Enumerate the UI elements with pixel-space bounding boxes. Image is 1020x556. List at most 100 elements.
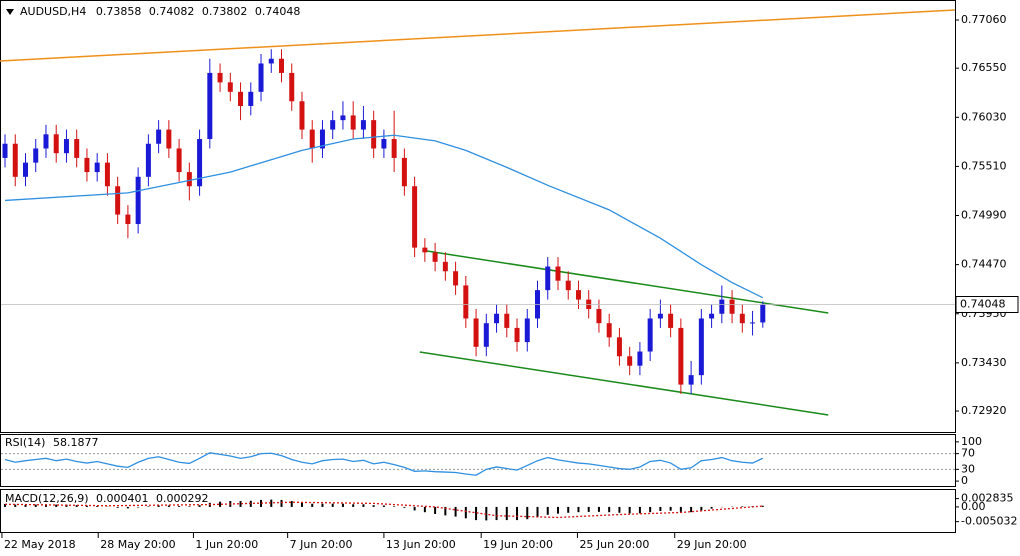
close: 0.74048 (255, 5, 301, 18)
candle-body (63, 139, 69, 154)
x-tick-label: 25 Jun 20:00 (579, 538, 649, 551)
candle-body (258, 63, 264, 92)
candle-body (371, 120, 377, 149)
candle-body (115, 186, 121, 215)
candle-body (729, 299, 735, 314)
candle-body (575, 290, 581, 300)
candle-body (166, 129, 172, 149)
low: 0.73802 (202, 5, 248, 18)
candle-body (596, 309, 602, 324)
candle-body (616, 337, 622, 357)
rsi-title: RSI(14) (5, 436, 45, 449)
candle-body (12, 143, 18, 177)
macd-pane (0, 489, 956, 533)
candle-body (432, 252, 438, 262)
candle-body (84, 157, 90, 173)
candle-body (299, 101, 305, 130)
x-tick-label: 1 Jun 20:00 (195, 538, 258, 551)
candle-body (238, 91, 244, 106)
y-tick-label: 0.73430 (961, 356, 1007, 369)
y-tick-label: -0.005032 (961, 515, 1017, 528)
candle-body (248, 91, 254, 106)
candle-body (668, 313, 674, 328)
candle-body (289, 72, 295, 102)
candle-body (350, 115, 356, 130)
x-tick-label: 19 Jun 20:00 (483, 538, 553, 551)
main-pane (0, 0, 956, 433)
candle-body (483, 323, 489, 347)
moving-average (4, 134, 764, 299)
candle-body (739, 313, 745, 324)
candle-body (453, 271, 459, 286)
candle-body (473, 318, 479, 347)
macd-header: MACD(12,26,9) 0.000401 0.000292 (5, 492, 209, 505)
x-tick-label: 22 May 2018 (4, 538, 76, 551)
candle-body (504, 313, 510, 328)
candle-body (401, 157, 407, 187)
open: 0.73858 (96, 5, 142, 18)
macd-signal-value: 0.000292 (156, 492, 209, 505)
candle-body (53, 134, 59, 154)
y-tick-label: 0.74990 (961, 209, 1007, 222)
y-tick-label: 0.75510 (961, 159, 1007, 172)
rsi-header: RSI(14) 58.1877 (5, 436, 98, 449)
candle-body (657, 313, 663, 319)
candle-body (381, 139, 387, 149)
candle-body (176, 148, 182, 173)
candle-body (33, 148, 39, 163)
y-tick-label: 0.72920 (961, 404, 1007, 417)
y-tick-label: 0.002835 (961, 492, 1014, 505)
candle-body (494, 313, 500, 324)
candle-body (750, 322, 756, 324)
candle-body (360, 120, 366, 130)
candle-body (463, 285, 469, 319)
candle-body (227, 82, 233, 92)
rsi-pane (0, 434, 956, 487)
candle-body (207, 72, 213, 140)
candle-body (22, 162, 28, 177)
rsi-value: 58.1877 (53, 436, 99, 449)
macd-signal (5, 501, 763, 519)
candle-body (555, 266, 561, 281)
candle-body (309, 129, 315, 149)
candle-body (135, 176, 141, 225)
candle-body (760, 304, 766, 323)
candle-body (678, 327, 684, 385)
candle-body (217, 72, 223, 83)
candle-body (565, 280, 571, 291)
y-tick-label: 0.77060 (961, 13, 1007, 26)
y-tick-label: 0.00 (961, 500, 986, 513)
trend-line (426, 250, 829, 314)
candle-body (104, 162, 110, 187)
candle-body (637, 351, 643, 366)
candle-body (391, 139, 397, 158)
x-tick-label: 28 May 20:00 (100, 538, 175, 551)
candle-body (319, 129, 325, 149)
candle-body (330, 120, 336, 130)
y-tick-label: 0.74470 (961, 258, 1007, 271)
candle-body (698, 318, 704, 376)
candle-body (186, 172, 192, 187)
candle-body (442, 261, 448, 272)
y-tick-label: 0 (961, 474, 968, 487)
candle-body (422, 247, 428, 253)
candle-body (627, 356, 633, 366)
price-label: 0.74048 (960, 297, 1006, 310)
x-tick-label: 13 Jun 20:00 (386, 538, 456, 551)
candle-body (412, 186, 418, 248)
y-tick-label: 0.76030 (961, 110, 1007, 123)
candle-body (125, 214, 131, 225)
header-icon (6, 9, 14, 15)
candle-body (606, 323, 612, 338)
candle-body (524, 318, 530, 343)
y-tick-label: 70 (961, 447, 975, 460)
candle-body (514, 327, 520, 343)
trend-line (419, 351, 829, 416)
x-tick-label: 7 Jun 20:00 (290, 538, 353, 551)
candle-body (156, 129, 162, 144)
candle-body (43, 134, 49, 149)
high: 0.74082 (149, 5, 195, 18)
x-tick-label: 29 Jun 20:00 (677, 538, 747, 551)
